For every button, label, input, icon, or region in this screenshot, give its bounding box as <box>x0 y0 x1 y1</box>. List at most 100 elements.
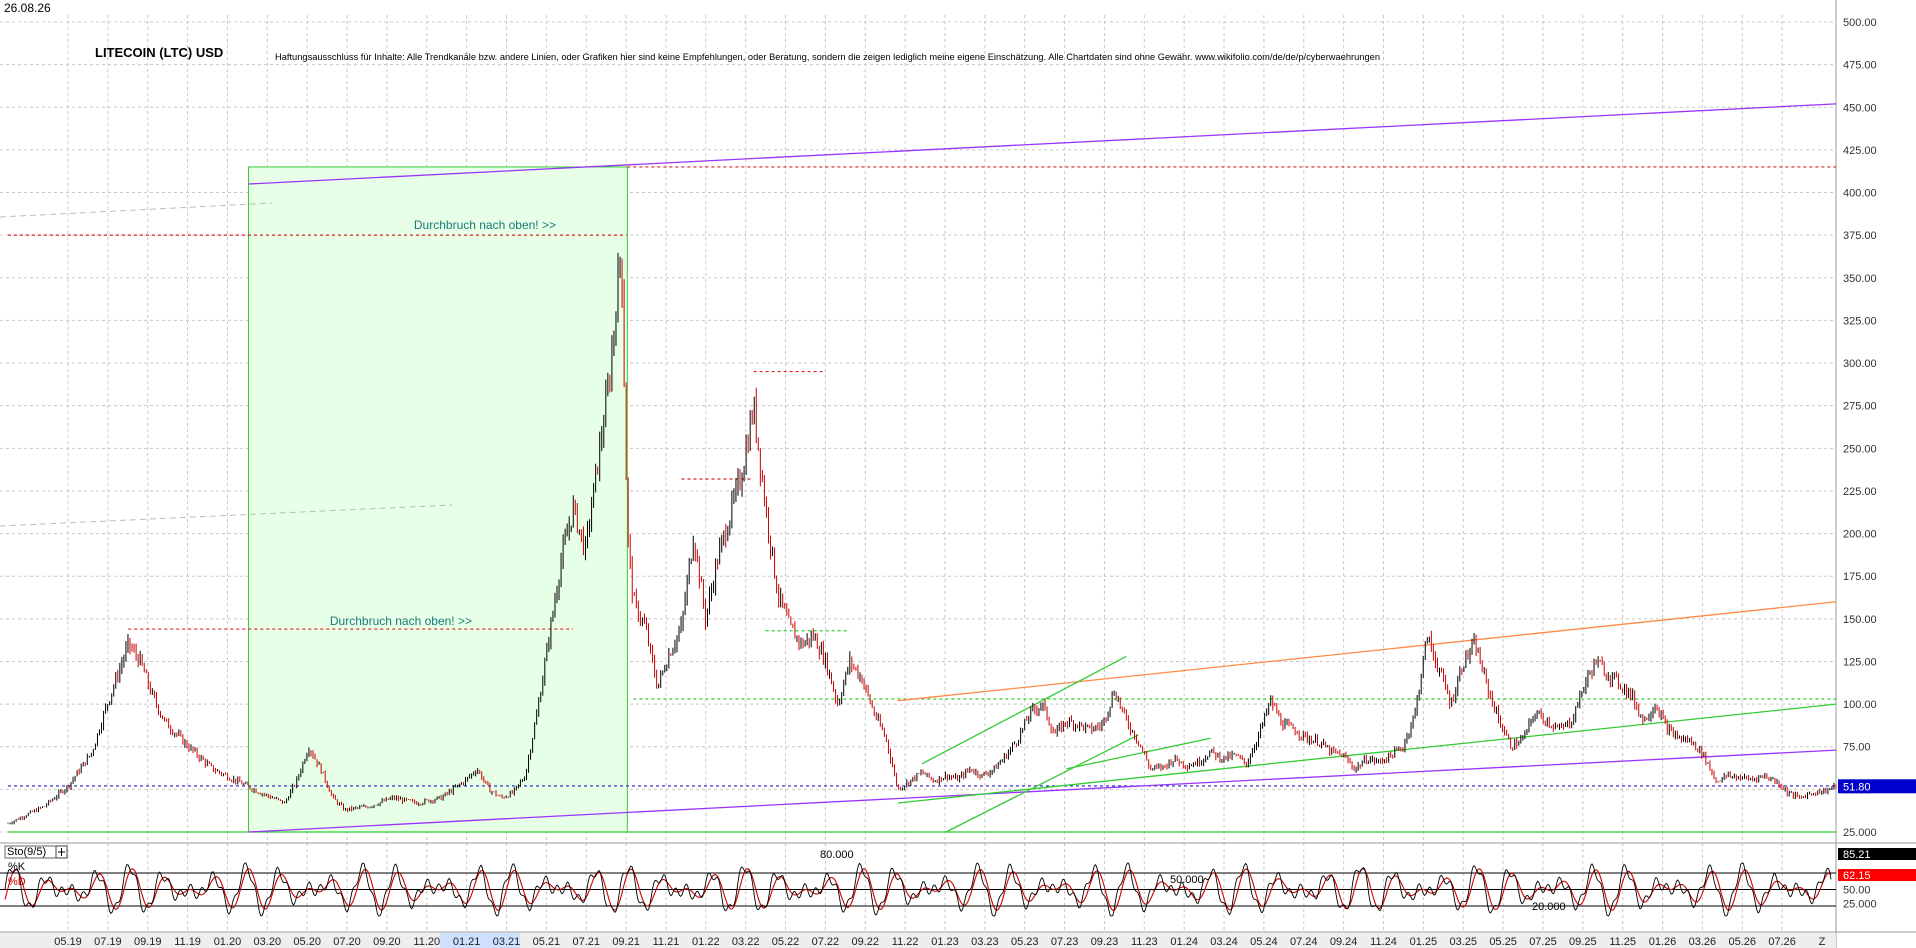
price-candles <box>7 252 1837 825</box>
x-tick-label: 07.22 <box>812 936 840 948</box>
chart-date: 26.08.26 <box>4 1 51 15</box>
y-tick-label: 425.00 <box>1843 145 1877 157</box>
y-tick-label: 225.00 <box>1843 486 1877 498</box>
x-tick-label: 07.25 <box>1529 936 1557 948</box>
x-tick-label: 09.22 <box>852 936 880 948</box>
time-axis: 05.19 07.19 09.19 11.19 01.20 03.20 05.20 07.20… <box>54 936 1825 948</box>
x-tick-label: 05.24 <box>1250 936 1278 948</box>
x-tick-label: 03.23 <box>971 936 999 948</box>
x-tick-label: 05.20 <box>293 936 321 948</box>
trendline-upper-channel-purple <box>248 103 1837 185</box>
x-tick-label: 11.24 <box>1370 936 1397 948</box>
y-tick-label: 400.00 <box>1843 188 1877 200</box>
last-price-badge <box>1838 779 1916 794</box>
y-tick-label: 475.00 <box>1843 60 1877 72</box>
osc-level-label: 50.000 <box>1170 874 1204 886</box>
y-tick-label: 375.00 <box>1843 230 1877 242</box>
trendline-orange-resistance <box>897 601 1837 702</box>
osc-title: Sto(9/5) <box>7 846 46 858</box>
y-tick-label: 175.00 <box>1843 571 1877 583</box>
x-tick-label: 11.25 <box>1609 936 1636 948</box>
x-tick-label: 07.24 <box>1290 936 1318 948</box>
disclaimer-text: Haftungsausschluss für Inhalte: Alle Tre… <box>275 52 1380 63</box>
x-tick-label: 03.22 <box>732 936 760 948</box>
y-tick-label: 75.00 <box>1843 742 1871 754</box>
y-tick-label: 200.00 <box>1843 529 1877 541</box>
x-tick-label: 09.19 <box>134 936 162 948</box>
x-tick-label: 05.21 <box>533 936 561 948</box>
x-tick-label: 05.25 <box>1489 936 1517 948</box>
x-tick-label: 03.24 <box>1210 936 1238 948</box>
osc-d-line <box>4 867 1832 912</box>
x-tick-label: 11.19 <box>174 936 201 948</box>
last-price-label: 51.80 <box>1843 781 1871 793</box>
x-tick-label: Z <box>1819 936 1826 948</box>
x-tick-label: 11.22 <box>892 936 919 948</box>
y-tick-label: 25.000 <box>1843 827 1877 839</box>
chart-title: LITECOIN (LTC) USD <box>95 45 223 60</box>
x-tick-label: 05.22 <box>772 936 800 948</box>
x-tick-label: 09.25 <box>1569 936 1597 948</box>
osc-level-label: 20.000 <box>1532 901 1566 913</box>
trendlines <box>248 103 1837 833</box>
trendline-green-support <box>897 703 1837 804</box>
gray-dashed-line <box>0 202 273 218</box>
x-tick-label: 01.23 <box>931 936 959 948</box>
x-tick-label: 09.21 <box>612 936 640 948</box>
y-tick-label: 150.00 <box>1843 614 1877 626</box>
gray-dashed-line <box>0 504 453 527</box>
x-tick-label: 01.21 <box>453 936 481 948</box>
osc-y-tick-label: 25.000 <box>1843 898 1877 910</box>
breakout-zone <box>0 166 628 833</box>
x-tick-label: 03.26 <box>1689 936 1717 948</box>
price-axis: 500.00 475.00 450.00 425.00 400.00 375.00 350.… <box>1838 17 1916 839</box>
y-tick-label: 275.00 <box>1843 401 1877 413</box>
trendline-green-channel-lower <box>945 734 1139 833</box>
x-tick-label: 07.21 <box>572 936 600 948</box>
x-tick-label: 05.23 <box>1011 936 1039 948</box>
time-axis-highlight <box>440 933 520 948</box>
y-tick-label: 100.00 <box>1843 699 1877 711</box>
y-tick-label: 325.00 <box>1843 315 1877 327</box>
x-tick-label: 03.21 <box>493 936 521 948</box>
y-tick-label: 450.00 <box>1843 102 1877 114</box>
x-tick-label: 01.26 <box>1649 936 1677 948</box>
x-tick-label: 07.19 <box>94 936 122 948</box>
y-tick-label: 125.00 <box>1843 656 1877 668</box>
osc-k-label: %K <box>8 861 26 873</box>
osc-k-value: 85.21 <box>1843 849 1871 861</box>
x-tick-label: 03.20 <box>254 936 282 948</box>
annotation-breakout-lower: Durchbruch nach oben! >> <box>330 614 472 628</box>
trendline-green-channel-upper <box>921 655 1127 765</box>
osc-d-badge <box>1838 869 1916 881</box>
x-tick-label: 01.20 <box>214 936 242 948</box>
breakout-rectangle <box>248 166 628 833</box>
x-tick-label: 11.23 <box>1131 936 1158 948</box>
y-tick-label: 250.00 <box>1843 443 1877 455</box>
x-tick-label: 09.23 <box>1091 936 1119 948</box>
x-tick-label: 05.19 <box>54 936 82 948</box>
osc-d-value: 62.15 <box>1843 870 1871 882</box>
osc-k-line <box>4 862 1832 917</box>
osc-d-label: %D <box>8 876 26 888</box>
annotation-breakout-top: Durchbruch nach oben! >> <box>414 218 556 232</box>
osc-level-label: 80.000 <box>820 849 854 861</box>
osc-y-tick-label: 50.00 <box>1843 885 1871 897</box>
x-tick-label: 05.26 <box>1729 936 1757 948</box>
x-tick-label: 01.24 <box>1170 936 1198 948</box>
x-tick-label: 11.20 <box>413 936 440 948</box>
x-tick-label: 01.22 <box>692 936 720 948</box>
x-tick-label: 09.20 <box>373 936 401 948</box>
x-tick-label: 07.23 <box>1051 936 1079 948</box>
trendline-green-short <box>1066 737 1211 770</box>
horizontal-levels <box>8 166 1836 833</box>
x-tick-label: 07.20 <box>333 936 361 948</box>
x-tick-label: 07.26 <box>1768 936 1796 948</box>
x-tick-label: 09.24 <box>1330 936 1358 948</box>
y-tick-label: 350.00 <box>1843 273 1877 285</box>
x-tick-label: 03.25 <box>1449 936 1477 948</box>
y-tick-label: 300.00 <box>1843 358 1877 370</box>
x-tick-label: 01.25 <box>1410 936 1438 948</box>
osc-k-badge <box>1838 848 1916 860</box>
